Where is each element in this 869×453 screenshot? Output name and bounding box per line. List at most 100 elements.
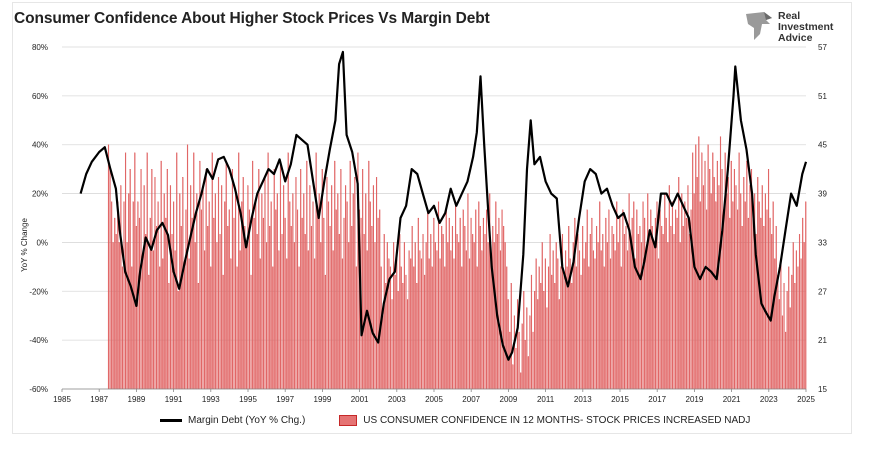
bar-confidence — [455, 201, 457, 390]
bar-confidence — [424, 274, 426, 390]
bar-confidence — [244, 226, 246, 390]
bar-confidence — [406, 299, 409, 390]
bar-confidence — [609, 258, 612, 390]
bar-confidence — [303, 193, 305, 390]
bar-confidence — [408, 250, 410, 390]
x-tick-label-2005: 2005 — [425, 395, 443, 404]
bar-confidence — [318, 193, 320, 390]
bar-confidence — [630, 242, 632, 390]
bar-confidence — [389, 266, 392, 390]
x-tick-label-1997: 1997 — [276, 395, 294, 404]
bar-confidence — [399, 234, 401, 390]
bar-confidence — [247, 185, 249, 390]
bar-confidence — [791, 274, 793, 390]
bar-confidence — [219, 234, 221, 390]
y-right-tick-label-6: 21 — [818, 336, 827, 345]
bar-confidence — [659, 209, 661, 390]
bar-confidence — [792, 242, 794, 390]
bar-confidence — [391, 299, 393, 390]
bar-confidence — [538, 266, 540, 390]
bar-confidence — [639, 226, 641, 390]
bar-confidence — [202, 185, 204, 390]
bar-confidence — [270, 201, 272, 390]
bar-confidence — [264, 177, 266, 390]
bar-confidence — [583, 258, 585, 390]
bar-confidence — [194, 242, 196, 390]
bar-confidence — [439, 258, 441, 390]
bar-confidence — [341, 258, 344, 390]
bar-confidence — [546, 307, 548, 390]
bar-confidence — [368, 160, 370, 390]
bar-confidence — [479, 226, 481, 390]
bar-confidence — [501, 209, 503, 390]
bar-confidence — [513, 315, 515, 390]
bar-confidence — [733, 169, 735, 390]
bar-confidence — [169, 185, 172, 390]
x-tick-label-2007: 2007 — [462, 395, 480, 404]
bar-confidence — [668, 185, 670, 390]
bar-confidence — [493, 242, 495, 390]
x-tick-label-2021: 2021 — [723, 395, 741, 404]
bar-confidence — [269, 226, 271, 390]
bar-confidence — [149, 217, 151, 390]
bar-confidence — [805, 201, 807, 390]
bar-confidence — [140, 169, 142, 390]
logo-line-2: Investment — [778, 21, 834, 33]
bar-confidence — [464, 226, 466, 390]
bar-confidence — [803, 242, 805, 390]
x-tick-label-1987: 1987 — [90, 395, 108, 404]
bar-confidence — [188, 258, 190, 390]
bar-confidence — [781, 315, 784, 390]
bar-confidence — [155, 226, 158, 390]
bar-confidence — [428, 258, 430, 390]
bar-confidence — [143, 185, 145, 390]
bar-confidence — [744, 201, 746, 390]
legend-label-margin-debt: Margin Debt (YoY % Chg.) — [188, 414, 306, 426]
bar-confidence — [549, 234, 551, 390]
bar-confidence — [764, 193, 766, 390]
bar-confidence — [166, 169, 168, 390]
bar-confidence — [645, 250, 647, 390]
bar-confidence — [679, 242, 681, 390]
bar-confidence — [611, 226, 613, 390]
bar-confidence — [487, 242, 489, 390]
bar-confidence — [190, 185, 192, 390]
bar-confidence — [236, 266, 238, 390]
bar-confidence — [746, 160, 748, 390]
bar-confidence — [233, 217, 235, 390]
bar-confidence — [366, 250, 368, 390]
bar-confidence — [507, 299, 509, 390]
bar-confidence — [419, 250, 421, 390]
bar-confidence — [191, 217, 193, 390]
x-tick-label-2001: 2001 — [351, 395, 369, 404]
bar-confidence — [126, 242, 128, 390]
bar-confidence — [794, 283, 796, 390]
bar-confidence — [327, 201, 330, 390]
bar-confidence — [628, 193, 630, 390]
bar-confidence — [707, 144, 709, 390]
bar-confidence — [741, 226, 743, 390]
y-right-tick-label-1: 51 — [818, 92, 827, 101]
x-tick-label-2025: 2025 — [797, 395, 815, 404]
bar-confidence — [600, 250, 602, 390]
bar-confidence — [785, 331, 787, 390]
bar-confidence — [258, 169, 260, 390]
bar-confidence — [523, 291, 525, 390]
bar-confidence — [606, 242, 608, 390]
bar-confidence — [287, 152, 289, 390]
bar-confidence — [527, 356, 529, 390]
bar-confidence — [115, 234, 117, 390]
brand-logo: Real Investment Advice — [744, 10, 844, 44]
bar-confidence — [217, 177, 220, 390]
bar-confidence — [462, 209, 464, 390]
bar-confidence — [692, 152, 694, 390]
bar-confidence — [789, 307, 791, 390]
bar-confidence — [534, 291, 536, 390]
bar-confidence — [324, 274, 326, 390]
bar-confidence — [375, 177, 378, 390]
bar-confidence — [582, 226, 584, 390]
bar-confidence — [183, 266, 185, 390]
bar-confidence — [259, 258, 261, 390]
bar-confidence — [715, 201, 717, 390]
bar-confidence — [568, 226, 570, 390]
